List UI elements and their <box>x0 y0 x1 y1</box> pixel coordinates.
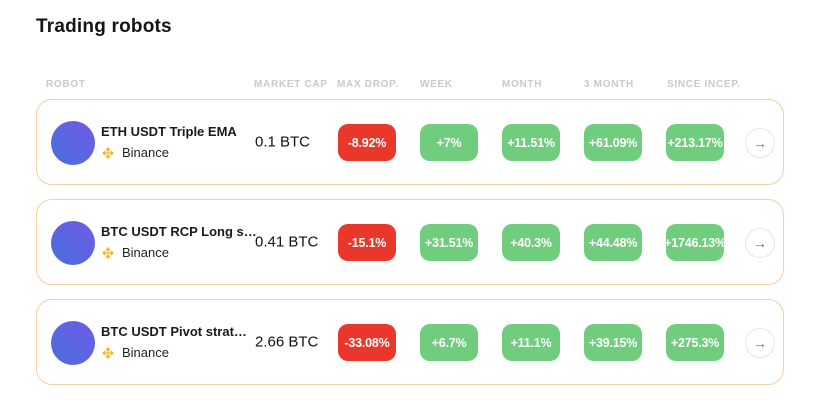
table-row[interactable]: BTC USDT Pivot strat… Binance <box>36 299 784 385</box>
column-header-month: MONTH <box>502 79 543 90</box>
row-open-button[interactable]: → <box>745 228 775 258</box>
robot-name: BTC USDT Pivot strat… <box>101 324 247 339</box>
page-title: Trading robots <box>36 15 172 37</box>
column-header-week: WEEK <box>420 79 453 90</box>
since-inception-badge: +1746.13% <box>664 224 726 261</box>
week-badge: +31.51% <box>420 224 478 261</box>
exchange-row: Binance <box>101 145 237 160</box>
robot-avatar <box>51 121 95 165</box>
exchange-row: Binance <box>101 345 247 360</box>
month-badge: +11.51% <box>502 124 560 161</box>
exchange-name: Binance <box>122 345 169 360</box>
week-badge: +6.7% <box>420 324 478 361</box>
exchange-name: Binance <box>122 245 169 260</box>
arrow-right-icon: → <box>753 335 767 351</box>
since-inception-badge: +213.17% <box>666 124 724 161</box>
column-header-since-incep: SINCE INCEP. <box>667 79 741 90</box>
market-cap-value: 0.1 BTC <box>255 133 311 151</box>
month-badge: +40.3% <box>502 224 560 261</box>
binance-icon <box>101 246 115 260</box>
since-inception-badge: +275.3% <box>666 324 724 361</box>
robots-table-body: ETH USDT Triple EMA Binance <box>36 99 784 399</box>
column-header-robot: ROBOT <box>46 79 86 90</box>
month-badge: +11.1% <box>502 324 560 361</box>
arrow-right-icon: → <box>753 235 767 251</box>
three-month-badge: +44.48% <box>584 224 642 261</box>
arrow-right-icon: → <box>753 135 767 151</box>
row-open-button[interactable]: → <box>745 328 775 358</box>
robot-avatar <box>51 321 95 365</box>
max-drop-badge: -15.1% <box>338 224 396 261</box>
robot-avatar <box>51 221 95 265</box>
week-badge: +7% <box>420 124 478 161</box>
market-cap-value: 0.41 BTC <box>255 233 319 251</box>
column-header-max-drop: MAX DROP. <box>337 79 399 90</box>
table-header-row: ROBOT MARKET CAP MAX DROP. WEEK MONTH 3 … <box>36 79 796 93</box>
table-row[interactable]: BTC USDT RCP Long s… Binance <box>36 199 784 285</box>
column-header-3-month: 3 MONTH <box>584 79 634 90</box>
market-cap-value: 2.66 BTC <box>255 333 319 351</box>
robot-name: BTC USDT RCP Long s… <box>101 224 257 239</box>
robot-info: BTC USDT Pivot strat… Binance <box>101 324 247 360</box>
max-drop-badge: -8.92% <box>338 124 396 161</box>
robot-info: ETH USDT Triple EMA Binance <box>101 124 237 160</box>
three-month-badge: +39.15% <box>584 324 642 361</box>
table-row[interactable]: ETH USDT Triple EMA Binance <box>36 99 784 185</box>
three-month-badge: +61.09% <box>584 124 642 161</box>
exchange-row: Binance <box>101 245 257 260</box>
robot-name: ETH USDT Triple EMA <box>101 124 237 139</box>
max-drop-badge: -33.08% <box>338 324 396 361</box>
exchange-name: Binance <box>122 145 169 160</box>
binance-icon <box>101 346 115 360</box>
column-header-market-cap: MARKET CAP <box>254 79 328 90</box>
robot-info: BTC USDT RCP Long s… Binance <box>101 224 257 260</box>
binance-icon <box>101 146 115 160</box>
row-open-button[interactable]: → <box>745 128 775 158</box>
